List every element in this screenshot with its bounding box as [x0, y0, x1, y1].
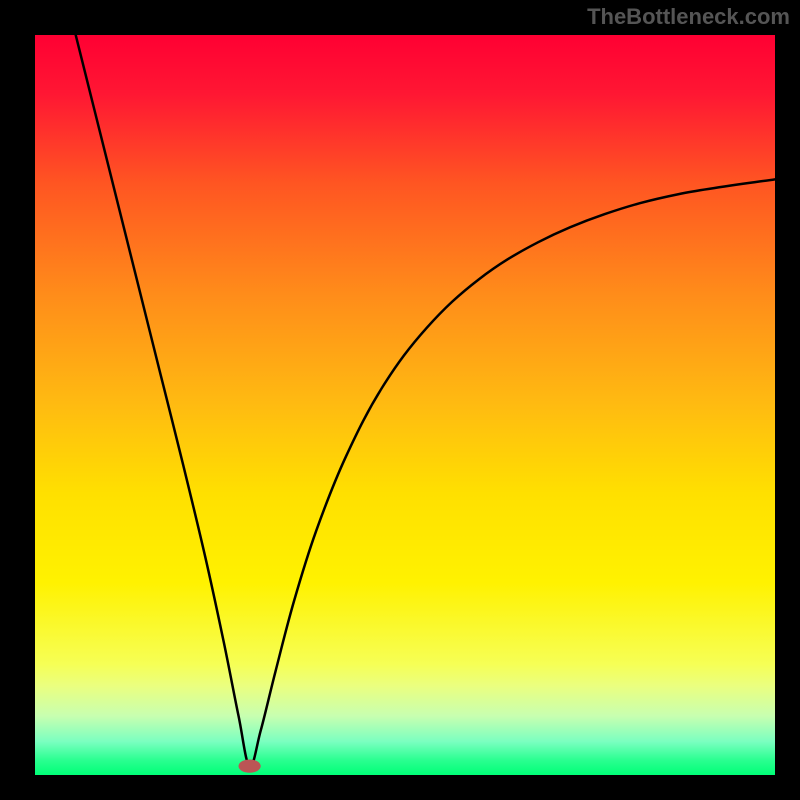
plot-area — [35, 35, 775, 775]
watermark-text: TheBottleneck.com — [587, 4, 790, 30]
chart-container: TheBottleneck.com — [0, 0, 800, 800]
plot-svg — [35, 35, 775, 775]
min-marker — [239, 759, 261, 772]
gradient-background — [35, 35, 775, 775]
